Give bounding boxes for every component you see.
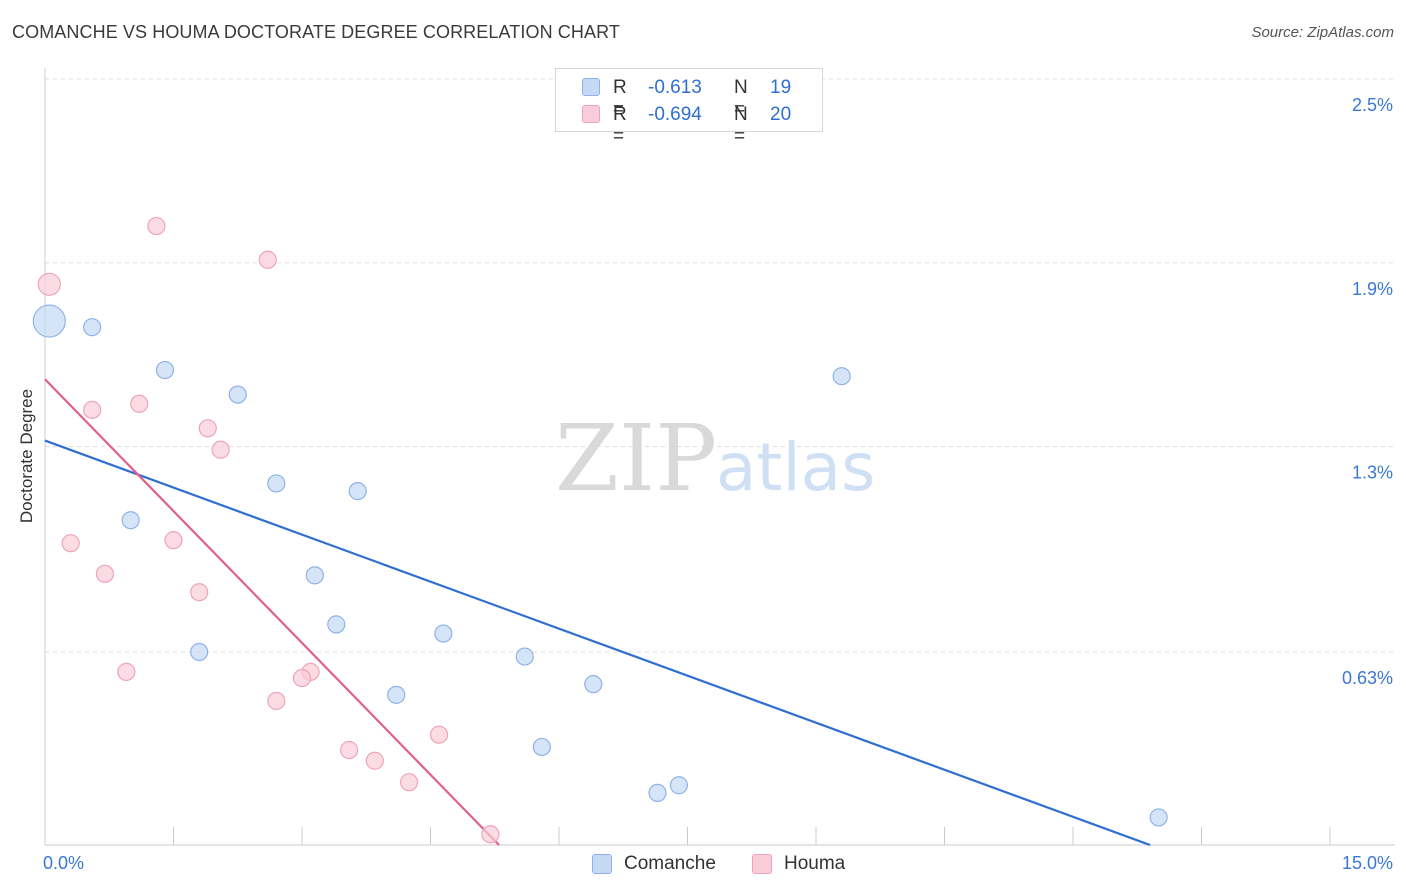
houma-point bbox=[267, 691, 286, 711]
houma-swatch bbox=[582, 105, 600, 123]
comanche-point bbox=[832, 367, 851, 386]
y-tick-label: 1.3% bbox=[1352, 463, 1393, 483]
houma-point bbox=[130, 394, 149, 413]
houma-point bbox=[164, 531, 183, 550]
comanche-point bbox=[305, 566, 324, 585]
correlation-legend: R = -0.613 N = 19 R = -0.694 N = 20 bbox=[555, 68, 823, 147]
houma-point bbox=[258, 250, 277, 269]
comanche-point bbox=[532, 737, 551, 757]
comanche-point bbox=[584, 675, 603, 694]
r-value: -0.613 bbox=[648, 77, 702, 98]
houma-point bbox=[61, 534, 80, 553]
n-label: N = bbox=[734, 104, 748, 147]
legend-label: Comanche bbox=[624, 853, 716, 874]
tick-labels: 0.63% 1.3% 1.9% 2.5% 0.0% 15.0% bbox=[43, 95, 1393, 873]
n-value: 20 bbox=[770, 104, 792, 125]
comanche-point bbox=[387, 685, 406, 704]
houma-point bbox=[190, 583, 209, 602]
comanche-point bbox=[648, 783, 667, 803]
houma-point bbox=[399, 773, 419, 792]
watermark-atlas: atlas bbox=[716, 429, 876, 506]
houma-point bbox=[429, 725, 449, 744]
houma-swatch bbox=[752, 854, 772, 874]
houma-point bbox=[365, 751, 384, 770]
houma-point bbox=[83, 400, 102, 420]
axes bbox=[44, 68, 1395, 846]
r-label: R = bbox=[613, 77, 627, 120]
y-tick-label: 1.9% bbox=[1352, 279, 1393, 299]
comanche-point bbox=[669, 776, 689, 795]
y-tick-label: 0.63% bbox=[1342, 668, 1393, 688]
houma-point bbox=[211, 440, 230, 459]
comanche-point bbox=[190, 642, 209, 662]
gridlines bbox=[45, 78, 1395, 653]
houma-point bbox=[198, 419, 217, 438]
source-label: Source: ZipAtlas.com bbox=[1251, 24, 1394, 41]
comanche-point bbox=[121, 511, 140, 530]
comanche-point bbox=[83, 318, 102, 337]
comanche-point bbox=[155, 360, 175, 380]
r-label: R = bbox=[613, 104, 627, 147]
comanche-swatch bbox=[582, 78, 600, 96]
houma-point bbox=[147, 216, 166, 236]
watermark-zip: ZIP bbox=[555, 405, 717, 512]
comanche-point bbox=[1149, 808, 1168, 827]
comanche-point bbox=[515, 647, 534, 666]
x-tick-label: 15.0% bbox=[1342, 853, 1393, 873]
x-tick-label: 0.0% bbox=[43, 853, 84, 873]
comanche-swatch bbox=[592, 854, 612, 874]
comanche-point bbox=[434, 624, 453, 643]
trendlines bbox=[44, 378, 1151, 847]
chart-title: COMANCHE VS HOUMA DOCTORATE DEGREE CORRE… bbox=[12, 22, 620, 42]
comanche-point bbox=[267, 474, 286, 493]
comanche-point bbox=[348, 482, 367, 501]
n-label: N = bbox=[734, 77, 748, 120]
data-points bbox=[32, 216, 1168, 844]
y-tick-label: 2.5% bbox=[1352, 95, 1393, 115]
houma-point bbox=[95, 564, 115, 583]
houma-point bbox=[481, 825, 500, 844]
legend-label: Houma bbox=[784, 853, 846, 874]
houma-point bbox=[117, 662, 136, 681]
comanche-point bbox=[327, 615, 346, 634]
comanche-point bbox=[32, 304, 66, 338]
houma-point bbox=[292, 668, 312, 688]
houma-point bbox=[340, 740, 359, 760]
houma-point bbox=[37, 272, 61, 296]
r-value: -0.694 bbox=[648, 104, 702, 125]
comanche-point bbox=[228, 385, 247, 404]
n-value: 19 bbox=[770, 77, 792, 98]
houma-trendline bbox=[44, 378, 500, 846]
comanche-trendline bbox=[44, 439, 1151, 847]
